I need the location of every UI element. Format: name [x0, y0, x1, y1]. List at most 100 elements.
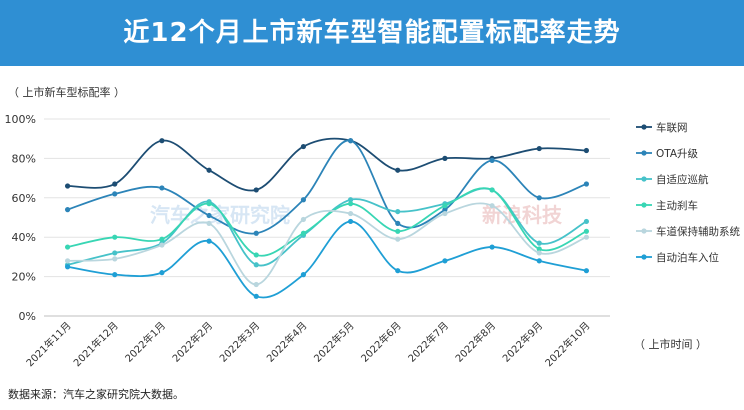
watermark-left: 汽车之家研究院: [150, 203, 290, 227]
grid-lines: [44, 118, 610, 317]
x-tick-label: 2022年10月: [542, 319, 592, 369]
data-point: [64, 183, 71, 189]
data-point: [112, 191, 118, 197]
data-point: [583, 147, 590, 154]
x-tick-label: 2022年8月: [452, 319, 498, 365]
data-point: [206, 167, 212, 173]
data-point: [489, 187, 495, 193]
data-point: [64, 244, 71, 250]
x-tick-label: 2022年1月: [122, 319, 168, 365]
x-tick-label: 2022年7月: [405, 319, 451, 365]
data-point: [395, 228, 401, 234]
series-line: [67, 187, 587, 267]
data-point: [583, 234, 590, 240]
data-point: [583, 181, 590, 187]
data-point: [64, 264, 71, 270]
data-point: [112, 256, 118, 262]
data-point: [64, 258, 71, 264]
legend-marker: [641, 150, 647, 156]
legend-label: 自动泊车入位: [656, 251, 719, 264]
series-0: [64, 137, 590, 193]
legend-marker: [641, 176, 647, 182]
data-point: [395, 268, 401, 274]
x-tick-label: 2022年9月: [500, 319, 546, 365]
legend-label: 车道保持辅助系统: [656, 225, 740, 238]
legend-label: 主动刹车: [656, 199, 698, 212]
x-tick-label: 2021年11月: [23, 319, 73, 369]
series-1: [64, 138, 590, 236]
data-point: [159, 185, 165, 191]
data-point: [583, 268, 590, 274]
data-point: [347, 201, 354, 207]
data-point: [442, 203, 448, 209]
data-point: [253, 252, 259, 258]
series-3: [64, 187, 590, 258]
data-point: [347, 210, 354, 217]
series-4: [64, 202, 590, 288]
legend-item: 自动泊车入位: [636, 251, 719, 264]
x-tick-label: 2022年2月: [169, 319, 215, 365]
data-point: [253, 262, 259, 268]
data-point: [300, 272, 307, 278]
y-tick-label: 20%: [12, 271, 36, 284]
data-point: [489, 157, 495, 163]
data-point: [300, 216, 307, 223]
data-point: [300, 230, 307, 236]
legend-item: 自适应巡航: [636, 173, 709, 186]
data-point: [536, 240, 542, 246]
series-2: [64, 187, 590, 268]
series-5: [64, 218, 590, 299]
x-tick-label: 2022年4月: [264, 319, 310, 365]
x-axis-label: （ 上市时间 ）: [634, 338, 707, 351]
data-point: [583, 218, 590, 225]
data-point: [253, 230, 259, 236]
header-banner: 近12个月上市新车型智能配置标配率走势: [0, 0, 744, 66]
series-line: [67, 220, 587, 299]
y-tick-label: 40%: [12, 231, 36, 244]
source-note: 数据来源：汽车之家研究院大数据。: [8, 388, 184, 401]
x-tick-label: 2022年6月: [358, 319, 404, 365]
data-point: [112, 250, 118, 256]
data-point: [159, 138, 165, 144]
data-point: [442, 210, 448, 217]
data-point: [489, 244, 495, 250]
series-layer: [64, 137, 590, 299]
data-point: [442, 258, 448, 264]
y-tick-label: 60%: [12, 192, 36, 205]
data-point: [112, 181, 118, 187]
legend-marker: [641, 124, 647, 130]
data-point: [300, 143, 307, 150]
chart-title: 近12个月上市新车型智能配置标配率走势: [123, 18, 621, 48]
data-point: [536, 258, 542, 264]
data-point: [300, 197, 307, 203]
x-tick-label: 2021年12月: [71, 319, 121, 369]
y-tick-label: 0%: [19, 310, 36, 323]
data-point: [159, 242, 165, 248]
legend-marker: [641, 228, 647, 234]
data-point: [64, 207, 71, 213]
y-tick-label: 80%: [12, 152, 36, 165]
data-point: [206, 220, 212, 227]
legend-marker: [641, 254, 647, 260]
legend-marker: [641, 202, 647, 208]
data-point: [489, 203, 495, 209]
y-axis-label: （ 上市新车型标配率 ）: [8, 86, 125, 99]
data-point: [536, 195, 542, 201]
legend-item: 车道保持辅助系统: [636, 225, 740, 238]
data-point: [253, 187, 259, 193]
y-tick-labels: 0% 20% 40% 60% 80% 100%: [5, 113, 36, 323]
x-tick-label: 2022年5月: [311, 319, 357, 365]
data-point: [395, 236, 401, 242]
data-point: [206, 212, 212, 219]
data-point: [112, 234, 118, 240]
data-point: [112, 272, 118, 278]
data-point: [536, 250, 542, 256]
legend-item: OTA升级: [636, 148, 699, 160]
y-tick-label: 100%: [5, 113, 36, 126]
legend-item: 主动刹车: [636, 199, 698, 212]
x-tick-label: 2022年3月: [217, 319, 263, 365]
data-point: [206, 238, 212, 244]
